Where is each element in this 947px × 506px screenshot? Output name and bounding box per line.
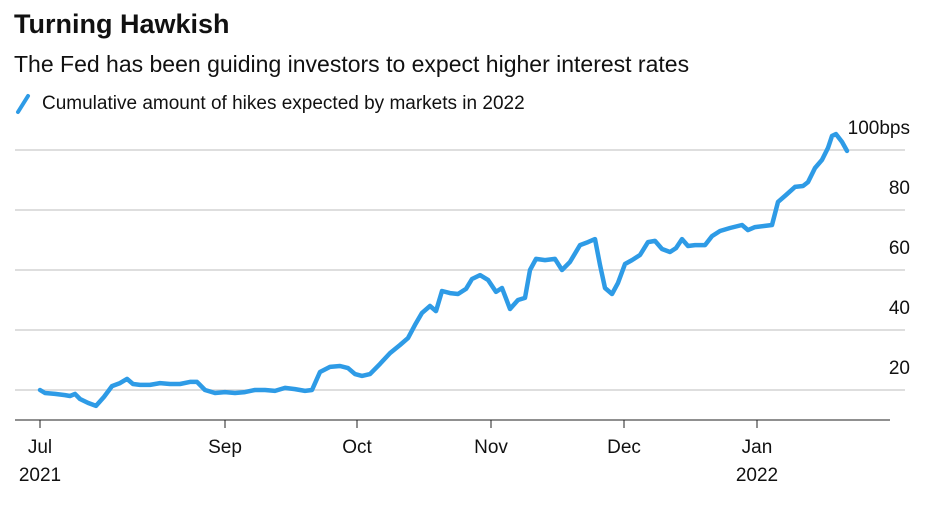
data-line (37, 131, 850, 409)
x-tick-label: Jan (742, 437, 773, 458)
y-tick-label: 80 (889, 178, 910, 199)
x-tick-label: Nov (474, 437, 508, 458)
x-year-label: 2021 (19, 465, 61, 486)
legend-swatch (16, 94, 30, 114)
y-tick-label: 60 (889, 238, 910, 259)
x-tick-label: Dec (607, 437, 641, 458)
x-tick-label: Sep (208, 437, 242, 458)
x-year-label: 2022 (736, 465, 778, 486)
y-tick-label: 40 (889, 298, 910, 319)
legend-label: Cumulative amount of hikes expected by m… (42, 93, 525, 114)
x-tick-label: Jul (28, 437, 52, 458)
chart-title: Turning Hawkish (14, 9, 230, 39)
chart-subtitle: The Fed has been guiding investors to ex… (14, 51, 689, 77)
y-tick-label: 100bps (848, 118, 910, 139)
x-tick-label: Oct (342, 437, 372, 458)
y-tick-label: 20 (889, 358, 910, 379)
